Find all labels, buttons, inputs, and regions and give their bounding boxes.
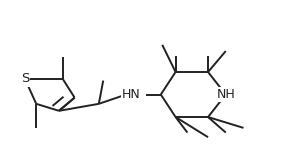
Text: HN: HN [122,88,141,101]
Text: NH: NH [216,88,235,101]
Text: S: S [21,73,29,85]
